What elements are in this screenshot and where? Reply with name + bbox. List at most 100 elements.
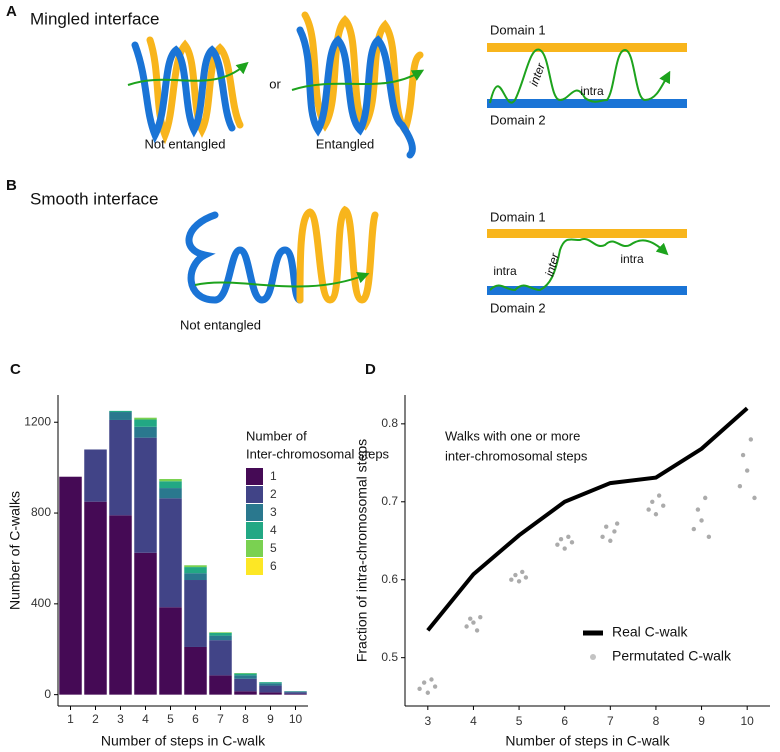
y-tick-label: 1200	[24, 414, 51, 428]
point	[604, 524, 609, 529]
x-tick-label: 2	[92, 712, 99, 726]
x-tick-label: 6	[561, 714, 568, 728]
line	[426, 406, 749, 632]
caption: Not entangled	[145, 136, 226, 151]
bar-segment	[234, 675, 257, 679]
bar-segment	[134, 426, 157, 438]
bar-segment	[209, 632, 232, 636]
legend-label: Permutated C-walk	[612, 648, 732, 664]
bar-segment	[184, 580, 207, 647]
domain-label: Domain 2	[490, 112, 546, 127]
panel-title: Smooth interface	[30, 189, 159, 208]
legend-label: 2	[270, 487, 277, 501]
x-tick-label: 9	[267, 712, 274, 726]
point	[748, 437, 754, 442]
domain-label: Domain 1	[490, 22, 546, 37]
bar-segment	[84, 449, 107, 502]
bar-segment	[159, 481, 182, 489]
point	[516, 579, 522, 584]
domain-label: Domain 1	[490, 209, 546, 224]
bar-segment	[284, 692, 307, 694]
y-tick-label: 0.5	[381, 650, 398, 664]
y-axis-label: Number of C-walks	[7, 491, 23, 610]
bar-segment	[109, 419, 132, 516]
legend-label: 6	[270, 559, 277, 573]
point	[744, 468, 750, 473]
point	[608, 538, 613, 543]
panel-title: Mingled interface	[30, 9, 159, 28]
walk-label: inter	[527, 60, 548, 88]
point	[513, 572, 518, 578]
connector: or	[269, 76, 281, 91]
legend-swatch	[246, 486, 263, 503]
coil-entangled	[291, 11, 425, 159]
point	[421, 680, 427, 685]
point	[566, 534, 571, 540]
bar-segment	[259, 683, 282, 686]
bar-segment	[234, 691, 257, 695]
bar-segment	[109, 412, 132, 420]
legend-swatch	[246, 540, 263, 557]
x-tick-label: 3	[117, 712, 124, 726]
x-tick-label: 1	[67, 712, 74, 726]
x-tick-label: 8	[242, 712, 249, 726]
point	[737, 483, 743, 489]
panel-letter: B	[6, 177, 17, 194]
x-tick-label: 3	[424, 714, 431, 728]
point	[558, 536, 564, 542]
point	[703, 495, 708, 501]
domain-bar	[487, 229, 687, 238]
point	[650, 499, 655, 504]
point	[429, 677, 434, 682]
x-tick-label: 6	[192, 712, 199, 726]
annotation: Walks with one or more	[445, 428, 580, 443]
point	[478, 614, 483, 620]
y-tick-label: 0.6	[381, 572, 398, 586]
point	[740, 452, 746, 458]
coil-smooth	[185, 205, 379, 304]
legend-swatch	[246, 558, 263, 575]
legend-label: 4	[270, 523, 277, 537]
point	[612, 529, 617, 534]
y-tick-label: 400	[31, 596, 51, 610]
annotation: inter-chromosomal steps	[445, 448, 588, 463]
bar-segment	[84, 501, 107, 695]
point	[646, 507, 651, 512]
bar-segment	[134, 417, 157, 420]
point	[600, 534, 605, 540]
bar-segment	[259, 692, 282, 695]
legend-label: 1	[270, 469, 277, 483]
x-tick-label: 8	[653, 714, 660, 728]
point	[425, 690, 431, 695]
point	[706, 534, 712, 540]
legend-label: 5	[270, 541, 277, 555]
bar-segment	[159, 607, 182, 695]
point	[691, 526, 697, 532]
bar-segment	[184, 646, 207, 695]
x-tick-label: 10	[741, 714, 755, 728]
point	[562, 546, 567, 551]
domain-bar	[487, 286, 687, 295]
panel-letter: C	[10, 361, 21, 378]
legend-title: Inter-chromosomal steps	[246, 446, 390, 461]
bar-segment	[109, 410, 132, 413]
walk	[489, 237, 669, 292]
bar-segment	[209, 632, 232, 633]
point	[653, 512, 659, 517]
point	[432, 684, 438, 689]
point	[520, 569, 525, 575]
legend-swatch	[590, 654, 596, 660]
bar-segment	[159, 498, 182, 608]
bar-segment	[259, 682, 282, 684]
domain-bar	[487, 43, 687, 52]
point	[523, 575, 529, 580]
point	[509, 577, 514, 582]
legend-swatch	[246, 504, 263, 521]
walk-label: intra	[620, 252, 644, 266]
point	[752, 495, 757, 501]
legend-swatch	[246, 522, 263, 539]
bar-segment	[234, 678, 257, 692]
walk-label: inter	[542, 251, 562, 278]
bar-segment	[259, 685, 282, 693]
x-tick-label: 9	[698, 714, 705, 728]
